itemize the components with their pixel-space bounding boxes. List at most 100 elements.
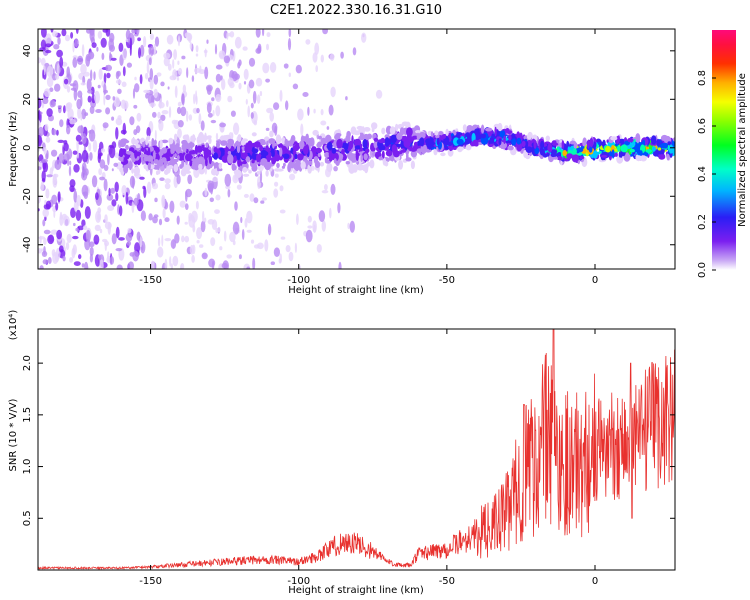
spectrogram-blob (227, 154, 234, 164)
spectrogram-blob (81, 44, 85, 57)
spectrogram-blob (90, 69, 93, 81)
spectrogram-blob (73, 190, 78, 203)
spectrogram-blob (272, 139, 275, 150)
spectrogram-blob (81, 263, 85, 268)
spectrogram-blob (305, 39, 311, 45)
spectrogram-blob (125, 191, 129, 205)
spectrogram-blob (63, 215, 70, 227)
spectrogram-blob (89, 106, 95, 114)
spectrogram-blob (132, 177, 135, 190)
spectrogram-blob (299, 140, 305, 150)
spectrogram-blob (138, 47, 141, 59)
spectrogram-blob (180, 263, 185, 269)
spectrogram-blob (645, 149, 652, 153)
spectrogram-blob (241, 229, 245, 240)
spectrogram-blob (204, 132, 207, 143)
spectrogram-blob (72, 150, 78, 155)
spectrogram-blob (177, 120, 184, 128)
spectrogram-blob (381, 150, 385, 159)
spectrogram-blob (89, 152, 93, 161)
spectrogram-blob (378, 139, 385, 144)
snr-series-line (38, 329, 675, 570)
spectrogram-blob (412, 147, 417, 152)
spectrogram-blob (109, 32, 115, 43)
spectrogram-blob (86, 29, 92, 34)
spectrogram-blob (81, 149, 89, 163)
spectrogram-blob (273, 188, 279, 198)
spectrogram-blob (456, 138, 464, 145)
spectrogram-blob (129, 37, 133, 51)
spectrogram-blob (279, 185, 284, 192)
spectrogram-blob (160, 81, 165, 87)
spectrogram-blob (551, 142, 559, 146)
y-tick-label: 0 (22, 145, 33, 151)
spectrogram-blob (87, 95, 92, 103)
spectrogram-blob (238, 82, 242, 90)
spectrogram-blob (251, 159, 255, 164)
snr-y-multiplier: (x10⁴) (8, 310, 19, 341)
spectrogram-blob (288, 251, 294, 262)
spectrogram-blob (134, 149, 138, 159)
spectrogram-blob (198, 113, 202, 125)
spectrogram-blob (384, 160, 389, 167)
spectrogram-blob (635, 133, 641, 143)
spectrogram-blob (101, 52, 105, 61)
spectrogram-blob (353, 138, 362, 146)
spectrogram-blob (163, 52, 171, 59)
spectrogram-blob (146, 135, 151, 141)
spectrogram-blob (75, 227, 79, 232)
spectrogram-blob (320, 54, 324, 63)
x-tick-label: -100 (287, 576, 310, 587)
spectrogram-blob (77, 125, 85, 134)
spectrogram-blob (196, 107, 200, 114)
spectrogram-blob (229, 231, 236, 243)
colorbar-tick-label: 0.4 (697, 166, 708, 182)
spectrogram-blob (172, 59, 175, 69)
spectrogram-blob (176, 215, 180, 225)
spectrogram-blob (58, 245, 64, 253)
spectrogram-blob (123, 100, 129, 110)
spectrogram-blob (611, 149, 615, 159)
spectrogram-blob (447, 148, 454, 157)
figure-title: C2E1.2022.330.16.31.G10 (270, 3, 442, 18)
spectrogram-blob (149, 102, 156, 108)
spectrogram-blob (234, 201, 238, 211)
spectrogram-blob (68, 165, 72, 177)
spectrogram-blob (133, 197, 139, 206)
spectrogram-blob (318, 210, 326, 223)
spectrogram-blob (189, 159, 193, 167)
spectrogram-blob (266, 43, 269, 51)
spectrogram-blob (168, 137, 174, 145)
spectrogram-blob (666, 154, 670, 161)
spectrogram-blob (295, 64, 302, 74)
spectrogram-blob (56, 63, 60, 77)
spectrogram-blob (253, 120, 258, 126)
spectrogram-blob (269, 130, 274, 138)
spectrogram-blob (135, 29, 140, 36)
spectrogram-blob (317, 152, 321, 157)
spectrogram-blob (127, 227, 132, 234)
spectrogram-blob (59, 119, 64, 128)
spectrogram-blob (442, 134, 446, 139)
spectrogram-blob (241, 160, 248, 165)
spectrogram-blob (45, 49, 52, 54)
spectrogram-blob (181, 55, 186, 60)
spectrogram-blob (186, 67, 189, 79)
spectrogram-blob (94, 224, 101, 232)
spectrogram-blob (280, 236, 286, 240)
spectrogram-blob (329, 53, 335, 61)
spectrogram-blob (38, 195, 41, 204)
spectrogram-blob (288, 72, 291, 78)
spectrogram-blob (176, 154, 180, 161)
spectrogram-blob (547, 143, 553, 153)
spectrogram-blob (215, 194, 221, 201)
spectrogram-blob (43, 146, 47, 155)
spectrogram-blob (465, 144, 472, 151)
spectrogram-blob (385, 149, 393, 157)
spectrogram-blob (109, 51, 112, 62)
spectrogram-blob (539, 146, 545, 156)
spectrogram-blob (134, 242, 141, 254)
spectrogram-blob (503, 135, 506, 144)
spectrogram-blob (201, 252, 208, 260)
spectrogram-blob (43, 237, 47, 245)
